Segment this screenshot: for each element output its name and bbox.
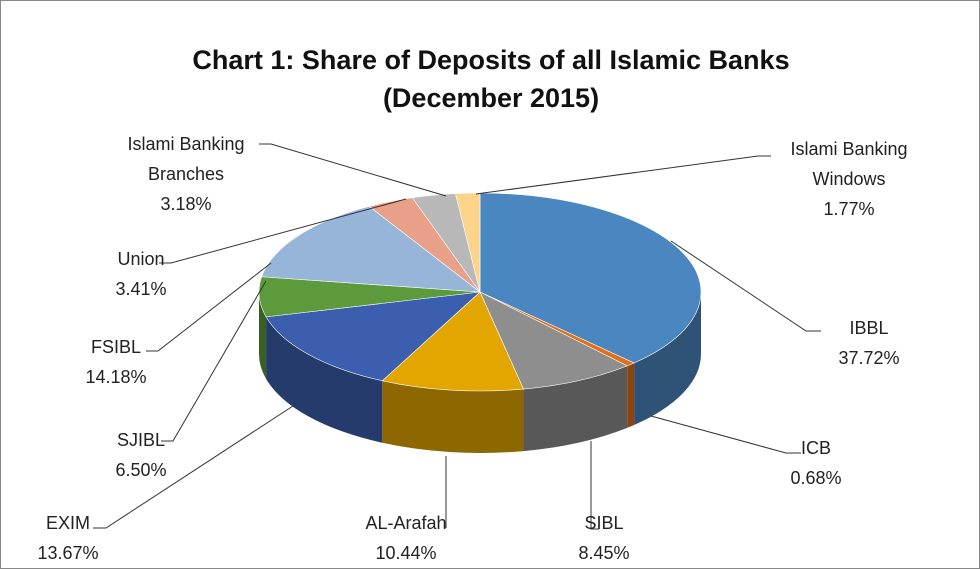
data-label-value: 3.41% (115, 279, 167, 299)
leader-line (146, 262, 272, 352)
data-label-value: 13.67% (37, 543, 99, 563)
data-label-name: AL-Arafah (365, 513, 447, 533)
slice (479, 192, 702, 364)
data-label-name: Union (117, 249, 165, 269)
data-label-name: SIBL (584, 513, 624, 533)
leader-line (259, 143, 447, 197)
data-label-name: FSIBL (90, 337, 142, 357)
leader-line (93, 403, 297, 529)
data-label-name: SJIBL (116, 430, 166, 450)
data-label-name: EXIM (45, 513, 90, 533)
data-label-value: 6.50% (115, 460, 167, 480)
slice (381, 291, 524, 392)
slice-side (634, 292, 701, 425)
slice (265, 291, 481, 382)
slice-side (382, 380, 524, 453)
data-label-name: ICB (800, 438, 831, 458)
leader-line (159, 198, 407, 264)
data-label-value: 8.45% (578, 543, 630, 563)
data-label-value: 37.72% (838, 348, 900, 368)
leader-line (650, 415, 801, 454)
slice-side (627, 362, 635, 428)
slice-side (523, 365, 628, 452)
data-label-value: 3.18% (160, 194, 212, 214)
data-label-value: 10.44% (375, 543, 437, 563)
data-label-name: Islami Banking Branches (127, 134, 245, 184)
data-label-value: 0.68% (790, 468, 842, 488)
slice (261, 206, 481, 293)
chart-title: Chart 1: Share of Deposits of all Islami… (192, 45, 790, 113)
data-label-name: Islami Banking Windows (790, 139, 908, 189)
leader-line (590, 441, 599, 530)
leader-lines (93, 143, 821, 530)
data-label-name: IBBL (849, 318, 889, 338)
data-label-value: 1.77% (823, 199, 875, 219)
leader-line (670, 240, 821, 332)
slice-side (266, 316, 383, 443)
leader-line (161, 280, 267, 442)
leader-line (475, 155, 771, 195)
data-label-value: 14.18% (85, 367, 147, 387)
slice (479, 291, 628, 390)
